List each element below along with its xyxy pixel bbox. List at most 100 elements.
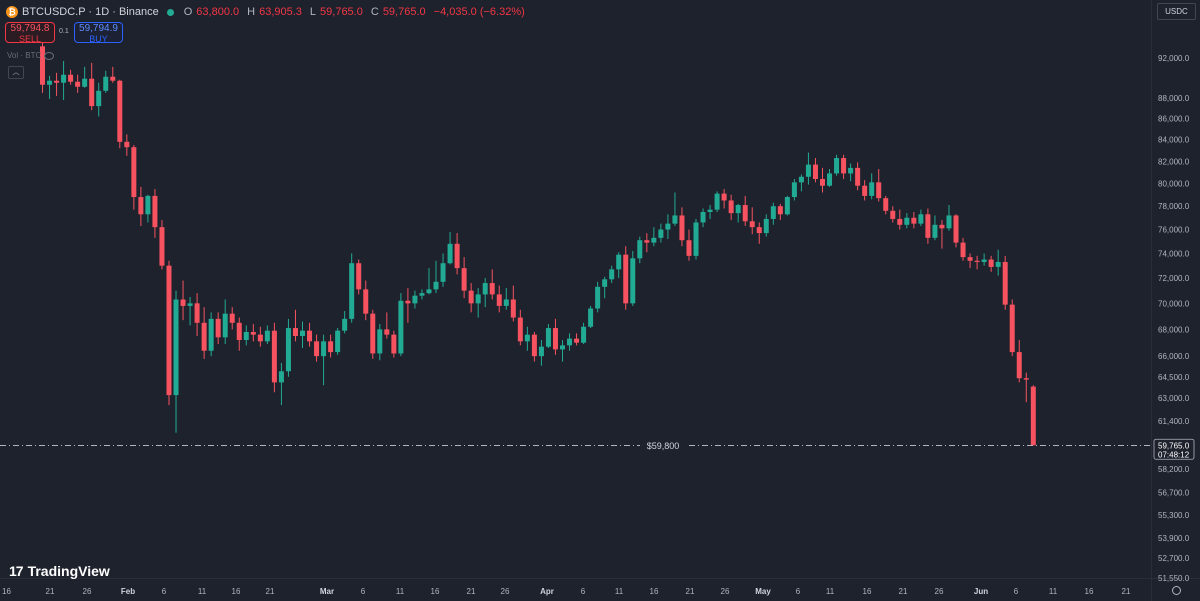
time-tick-label: 26	[83, 587, 92, 596]
sell-button[interactable]: 59,794.8 SELL	[5, 22, 55, 44]
candle-body	[911, 217, 917, 224]
candle-body	[370, 313, 376, 354]
candle-body	[180, 299, 186, 306]
candle	[791, 178, 797, 201]
candle	[932, 215, 938, 241]
currency-button[interactable]: USDC	[1157, 3, 1196, 20]
candle-body	[531, 334, 537, 357]
candle-body	[187, 303, 193, 306]
price-tick-label: 78,000.0	[1158, 202, 1190, 211]
symbol-title[interactable]: BTCUSDC.P · 1D · Binance	[22, 6, 159, 18]
candle	[812, 158, 818, 183]
candle-body	[110, 76, 116, 81]
candle	[890, 206, 896, 223]
price-tick-label: 82,000.0	[1158, 157, 1190, 166]
candle-body	[299, 330, 305, 336]
candle	[321, 334, 327, 386]
candle-body	[567, 338, 573, 346]
candle-body	[672, 215, 678, 224]
candle-body	[278, 371, 284, 383]
price-tick-label: 72,000.0	[1158, 274, 1190, 283]
candle-body	[510, 299, 516, 318]
candle-body	[152, 195, 158, 228]
gear-icon[interactable]	[1172, 586, 1181, 595]
time-tick-label: 16	[650, 587, 659, 596]
candle-body	[841, 158, 847, 174]
candle-body	[440, 263, 446, 282]
volume-legend[interactable]: Vol · BTC	[7, 51, 55, 60]
price-tick-label: 56,700.0	[1158, 489, 1190, 498]
candle	[356, 259, 362, 295]
candle	[377, 324, 383, 361]
candle-body	[412, 295, 418, 304]
price-tick-label: 74,000.0	[1158, 249, 1190, 258]
candle	[468, 283, 474, 313]
candle-body	[819, 178, 825, 186]
candle-body	[995, 261, 1001, 267]
ohlc-low-value: 59,765.0	[320, 6, 363, 18]
candle	[602, 276, 608, 299]
ohlc-change-value: −4,035.0 (−6.32%)	[433, 6, 525, 18]
eye-icon[interactable]	[44, 51, 55, 60]
candle	[939, 220, 945, 249]
candle-body	[454, 243, 460, 269]
candle-body	[356, 263, 362, 290]
candle	[131, 145, 137, 210]
candle	[299, 321, 305, 349]
candle-body	[735, 205, 741, 214]
candle	[61, 60, 67, 100]
candle	[1002, 255, 1008, 310]
buy-button[interactable]: 59,794.9 BUY	[74, 22, 123, 44]
time-tick-label: 21	[266, 587, 275, 596]
candle-body	[468, 290, 474, 304]
candle	[567, 333, 573, 351]
candle-body	[742, 205, 748, 222]
candle-body	[349, 263, 355, 319]
last-price-value: 59,765.0	[1158, 441, 1190, 450]
candle	[918, 209, 924, 226]
symbol-legend: ₿ BTCUSDC.P · 1D · Binance O 63,800.0 H 63…	[6, 4, 529, 20]
candle	[96, 82, 102, 117]
price-scale[interactable]: 92,000.0 88,000.0 86,000.0 84,000.0 82,000.0…	[1153, 54, 1195, 583]
ohlc-low-label: L	[309, 6, 317, 18]
candle-body	[644, 240, 650, 243]
candle	[292, 309, 298, 342]
candle	[581, 322, 587, 345]
candle	[47, 75, 53, 99]
candle-body	[974, 260, 980, 262]
candle-body	[939, 224, 945, 229]
candle	[595, 281, 601, 313]
candle-body	[925, 214, 931, 238]
candle	[194, 293, 200, 336]
candle-body	[208, 318, 214, 351]
candle-body	[981, 259, 987, 262]
bar-countdown: 07:48:12	[1158, 450, 1190, 459]
candle-body	[173, 299, 179, 396]
collapse-legend-button[interactable]: ︿	[8, 66, 24, 79]
candle-body	[363, 289, 369, 314]
candle-body	[707, 209, 713, 212]
candle	[981, 253, 987, 266]
candle	[342, 311, 348, 334]
candle-body	[932, 224, 938, 238]
candle	[180, 280, 186, 321]
candle-body	[960, 242, 966, 258]
candle	[215, 312, 221, 345]
time-scale[interactable]: 16 21 26 Feb 6 11 16 21 Mar 6 11 16 21 26 Apr 6 11 16 21 26…	[2, 587, 1131, 596]
candle	[735, 203, 741, 223]
candles-layer	[40, 29, 1036, 446]
candle	[763, 214, 769, 237]
candle-body	[763, 218, 769, 234]
candle	[264, 325, 270, 345]
time-tick-label: 11	[198, 587, 207, 596]
candle	[103, 70, 109, 93]
candle	[946, 205, 952, 231]
candle-body	[700, 211, 706, 223]
candle	[384, 312, 390, 339]
price-tick-label: 58,200.0	[1158, 465, 1190, 474]
time-tick-label: 21	[686, 587, 695, 596]
candle	[307, 322, 313, 347]
candle	[960, 237, 966, 261]
candle	[166, 260, 172, 406]
